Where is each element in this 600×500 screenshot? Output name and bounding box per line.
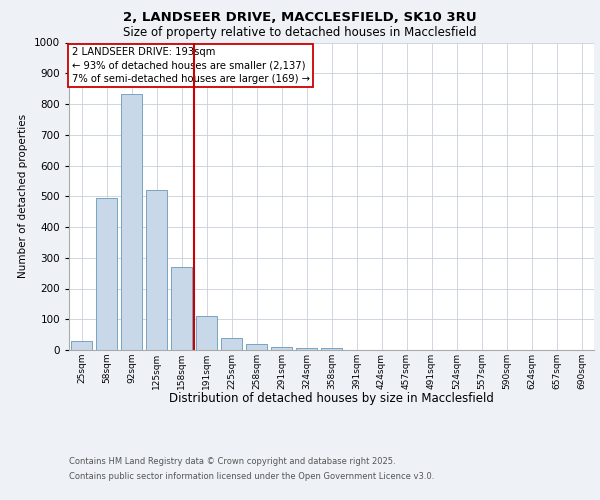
Bar — [196, 316, 217, 350]
Bar — [121, 94, 142, 350]
Bar — [246, 344, 267, 350]
Bar — [271, 347, 292, 350]
Bar — [96, 198, 117, 350]
Bar — [221, 338, 242, 350]
Bar — [71, 342, 92, 350]
Bar — [296, 348, 317, 350]
X-axis label: Distribution of detached houses by size in Macclesfield: Distribution of detached houses by size … — [169, 392, 494, 405]
Text: Contains public sector information licensed under the Open Government Licence v3: Contains public sector information licen… — [69, 472, 434, 481]
Bar — [171, 267, 192, 350]
Y-axis label: Number of detached properties: Number of detached properties — [18, 114, 28, 278]
Text: 2 LANDSEER DRIVE: 193sqm
← 93% of detached houses are smaller (2,137)
7% of semi: 2 LANDSEER DRIVE: 193sqm ← 93% of detach… — [71, 47, 310, 84]
Text: 2, LANDSEER DRIVE, MACCLESFIELD, SK10 3RU: 2, LANDSEER DRIVE, MACCLESFIELD, SK10 3R… — [123, 11, 477, 24]
Bar — [321, 348, 342, 350]
Text: Contains HM Land Registry data © Crown copyright and database right 2025.: Contains HM Land Registry data © Crown c… — [69, 458, 395, 466]
Text: Size of property relative to detached houses in Macclesfield: Size of property relative to detached ho… — [123, 26, 477, 39]
Bar — [146, 190, 167, 350]
